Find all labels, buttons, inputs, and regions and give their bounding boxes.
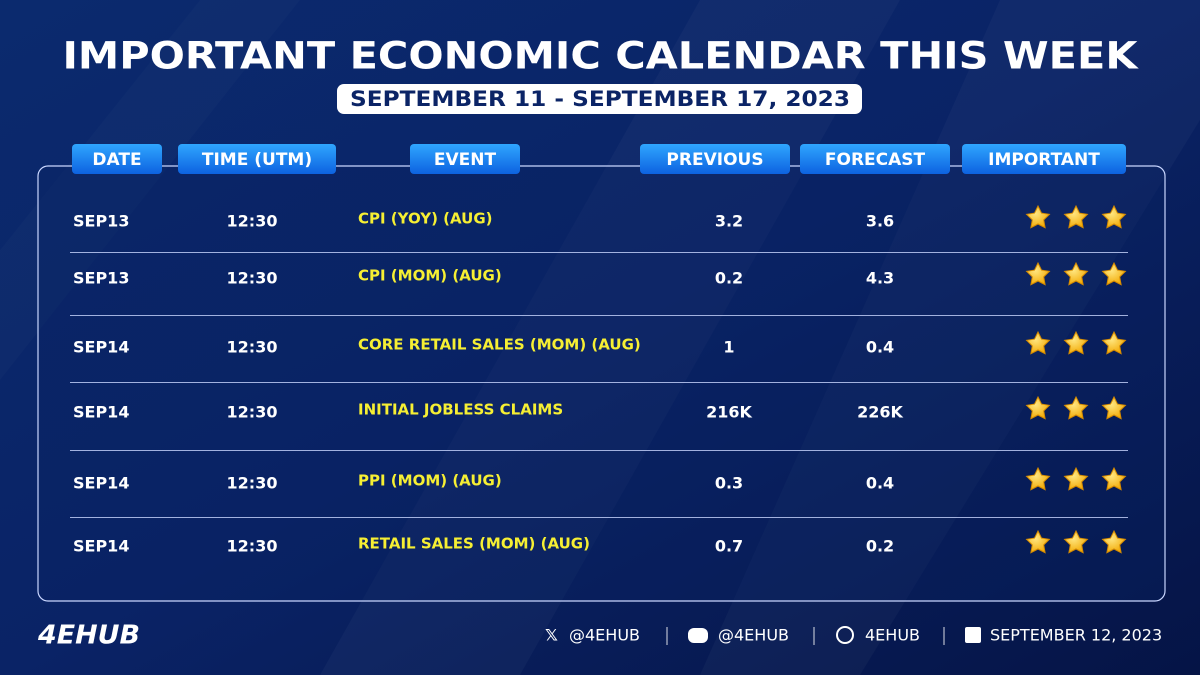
forecast: 4.3 [866, 269, 894, 288]
event: INITIAL JOBLESS CLAIMS [358, 401, 563, 419]
forecast: 0.4 [866, 474, 894, 493]
column-header-pill [410, 144, 520, 174]
event: PPI (MOM) (AUG) [358, 472, 502, 490]
event: CORE RETAIL SALES (MOM) (AUG) [358, 336, 641, 354]
star [1025, 529, 1051, 554]
column-header: FORECAST [825, 150, 926, 170]
star [1025, 395, 1051, 420]
star [1063, 330, 1089, 355]
column-header-pill [640, 144, 790, 174]
previous: 1 [723, 338, 734, 357]
column-header: PREVIOUS [666, 150, 763, 170]
star [1063, 261, 1089, 286]
column-header-pill [178, 144, 336, 174]
star [1025, 466, 1051, 491]
column-header: DATE [92, 150, 141, 170]
previous: 0.3 [715, 474, 743, 493]
star [1101, 529, 1127, 554]
time: 12:30 [227, 403, 278, 422]
star [1063, 395, 1089, 420]
event: CPI (MOM) (AUG) [358, 267, 502, 285]
forecast: 0.4 [866, 338, 894, 357]
column-header-pill [962, 144, 1126, 174]
website: 4EHUB [865, 626, 920, 645]
event: CPI (YOY) (AUG) [358, 210, 493, 228]
star [1101, 204, 1127, 229]
star [1063, 204, 1089, 229]
time: 12:30 [227, 537, 278, 556]
column-header-pill [72, 144, 162, 174]
subtitle-pill [337, 84, 862, 114]
star [1063, 466, 1089, 491]
globe-icon [836, 626, 854, 644]
x-handle: @4EHUB [569, 626, 640, 645]
previous: 3.2 [715, 212, 743, 231]
time: 12:30 [227, 338, 278, 357]
date: SEP14 [73, 474, 129, 493]
date: SEP13 [73, 269, 129, 288]
previous: 0.2 [715, 269, 743, 288]
date: SEP14 [73, 338, 129, 357]
event: RETAIL SALES (MOM) (AUG) [358, 535, 590, 553]
date: SEP14 [73, 403, 129, 422]
previous: 216K [706, 403, 752, 422]
column-header-pill [800, 144, 950, 174]
x-icon: 𝕏 [545, 626, 558, 645]
logo: 4EHUB [37, 621, 140, 651]
star [1063, 529, 1089, 554]
star [1025, 261, 1051, 286]
table: DATE TIME (UTM) EVENT PREVIOUS FORECAST IMPOR… [70, 144, 1128, 556]
star [1025, 204, 1051, 229]
title: IMPORTANT ECONOMIC CALENDAR THIS WEEK [63, 35, 1139, 78]
calendar-icon [965, 627, 981, 643]
column-header: IMPORTANT [988, 150, 1100, 170]
star [1101, 330, 1127, 355]
column-header: EVENT [434, 150, 497, 170]
forecast: 226K [857, 403, 903, 422]
footer-date: SEPTEMBER 12, 2023 [990, 626, 1162, 645]
date: SEP14 [73, 537, 129, 556]
column-header: TIME (UTM) [202, 150, 312, 170]
star [1101, 261, 1127, 286]
table-frame [37, 165, 1166, 602]
star [1101, 395, 1127, 420]
forecast: 0.2 [866, 537, 894, 556]
star [1025, 330, 1051, 355]
time: 12:30 [227, 474, 278, 493]
time: 12:30 [227, 212, 278, 231]
previous: 0.7 [715, 537, 743, 556]
date: SEP13 [73, 212, 129, 231]
subtitle: SEPTEMBER 11 - SEPTEMBER 17, 2023 [350, 87, 850, 111]
footer: 4EHUB 𝕏 @4EHUB @4EHUB 4EHUB SEPTEMBER 12… [37, 621, 1162, 651]
star [1101, 466, 1127, 491]
time: 12:30 [227, 269, 278, 288]
forecast: 3.6 [866, 212, 894, 231]
discord-handle: @4EHUB [718, 626, 789, 645]
discord-icon [688, 628, 708, 643]
